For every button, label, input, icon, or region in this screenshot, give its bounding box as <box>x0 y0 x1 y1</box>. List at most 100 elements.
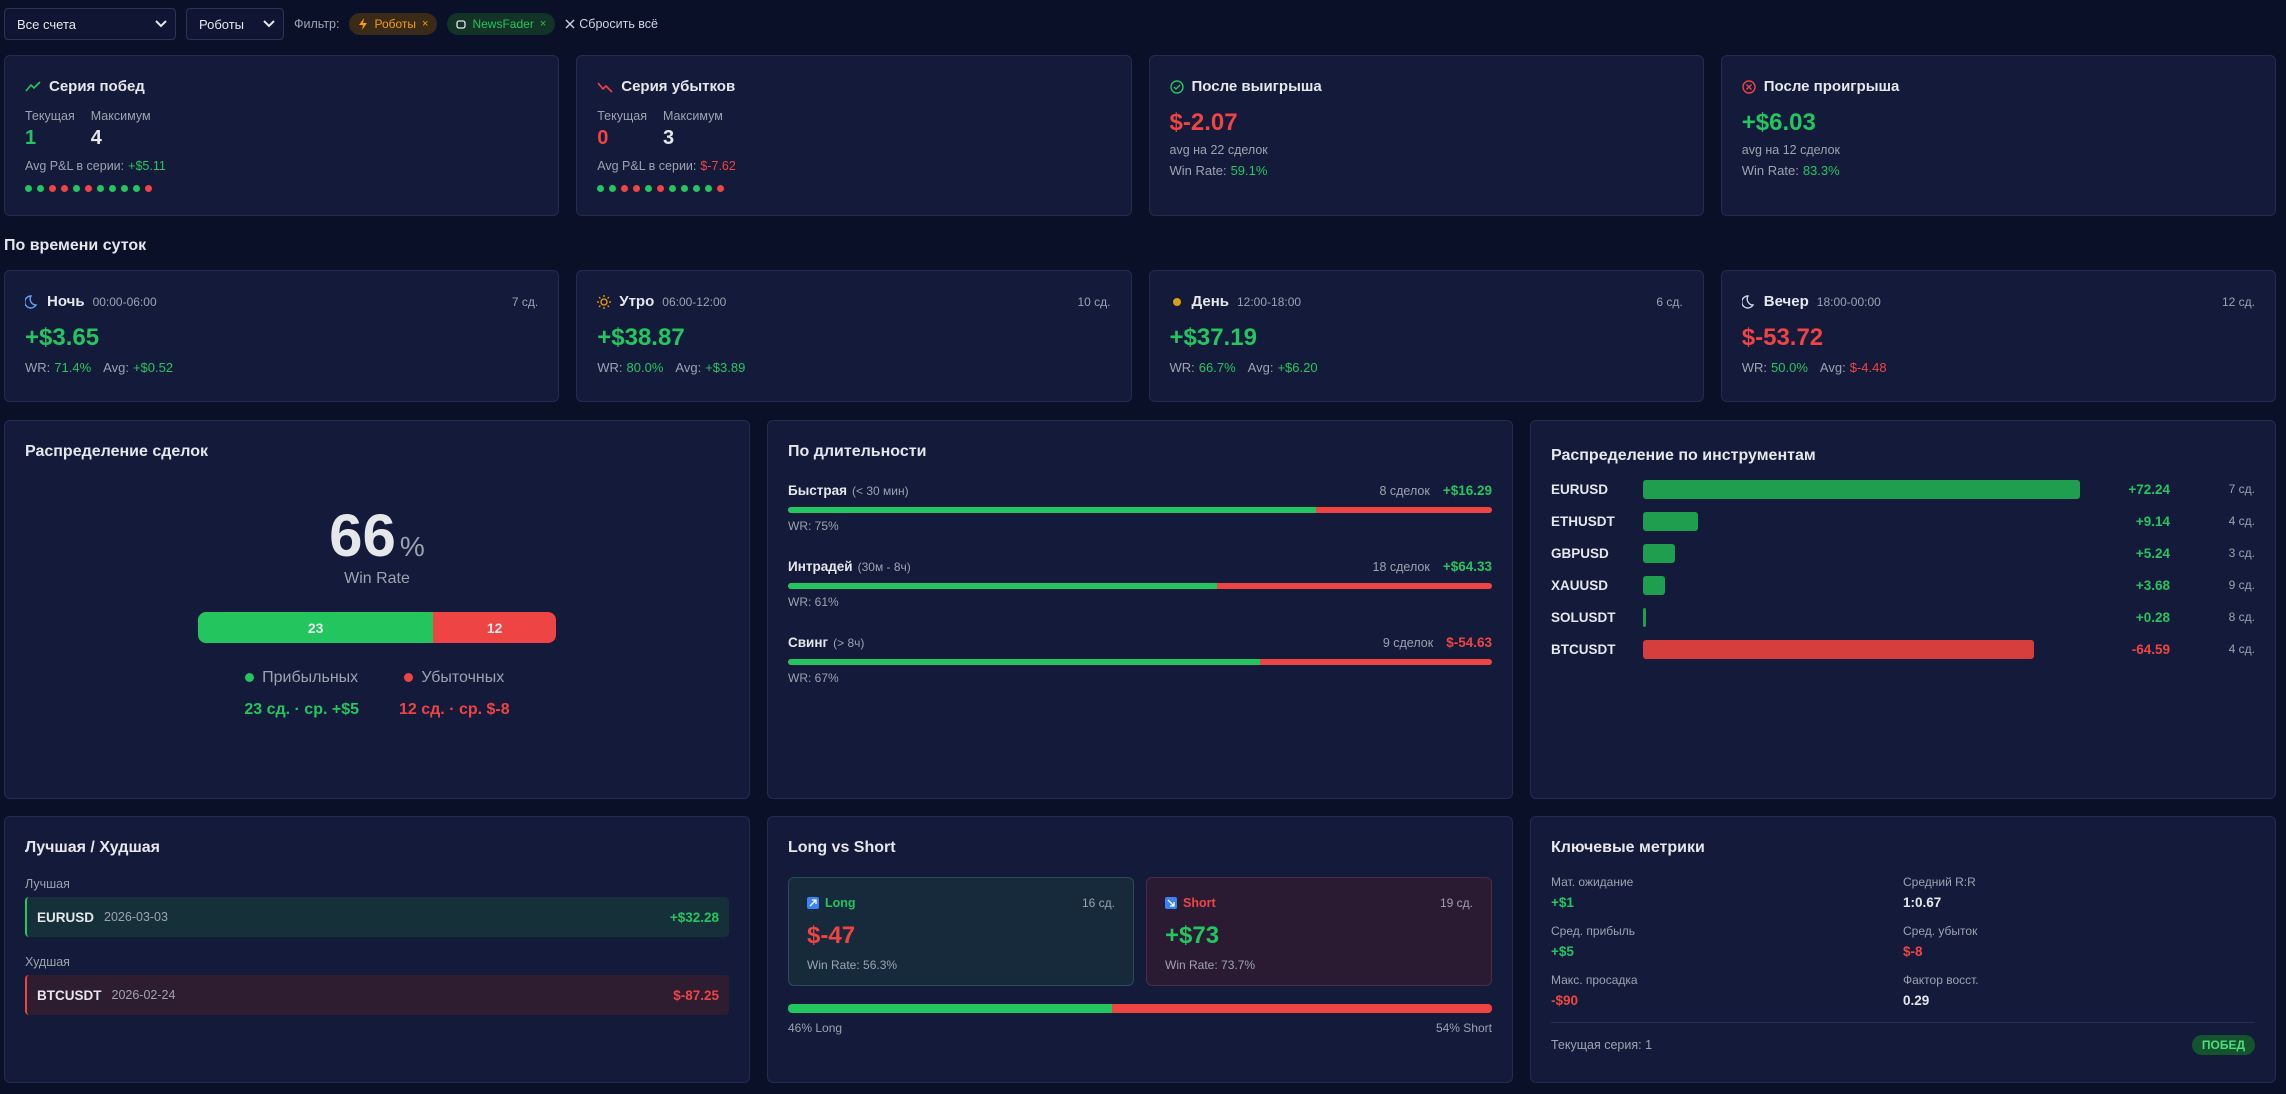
instrument-bar <box>1643 511 1699 531</box>
instrument-bar <box>1643 543 1675 563</box>
wr-label: WR: <box>1741 360 1768 375</box>
box-head: Long 16 сд. <box>807 896 1115 910</box>
chip-icon <box>358 18 368 30</box>
metric-value: 1:0.67 <box>1903 895 1942 910</box>
filter-chip[interactable]: NewsFader × <box>447 13 556 35</box>
duration-name: Свинг <box>788 635 829 650</box>
side-name: Short <box>1183 896 1216 910</box>
side-icon-part <box>1167 899 1175 907</box>
avg-label: Avg: <box>1819 360 1846 375</box>
trend-icon <box>597 81 613 93</box>
metric-value: +$1 <box>1551 895 1574 910</box>
duration-row: Быстрая (< 30 мин) 8 сделок +$16.29 WR: 75% <box>788 483 1492 533</box>
wr-label: WR: <box>1169 360 1195 375</box>
status-icon-part <box>1169 79 1184 94</box>
card-header: Ночь 00:00-06:00 7 сд. <box>25 293 538 310</box>
wr-value: 50.0% <box>1771 360 1808 375</box>
dot <box>133 185 140 192</box>
duration-count: 18 сделок <box>1372 560 1430 574</box>
trade-symbol: BTCUSDT <box>37 987 102 1003</box>
card-title: Ночь <box>47 293 85 310</box>
duration-wr: WR: 67% <box>788 671 839 685</box>
time-icon-part <box>1741 294 1754 309</box>
time-icon <box>25 294 39 309</box>
trade-date: 2026-02-24 <box>111 988 176 1002</box>
best-label: Лучшая <box>25 877 70 891</box>
dot <box>621 185 629 192</box>
card-title: По длительности <box>788 443 927 460</box>
instrument-count: 4 сд. <box>2228 514 2255 528</box>
side-icon <box>807 897 819 909</box>
time-icon-part <box>597 294 612 309</box>
avg-value: +$3.89 <box>705 360 746 375</box>
chip-icon-part <box>456 20 467 29</box>
box-head: Short 19 сд. <box>1165 896 1473 910</box>
streak-badge: ПОБЕД <box>2191 1035 2255 1055</box>
chevron-part <box>263 20 275 28</box>
dot <box>37 185 44 192</box>
side-icon <box>1165 897 1177 909</box>
duration-track <box>788 659 1492 665</box>
chip-remove[interactable]: × <box>539 18 547 30</box>
loss-segment: 12 <box>433 612 556 643</box>
wr-value: 83.3% <box>1802 163 1840 178</box>
instrument-pnl: +3.68 <box>2135 577 2170 593</box>
reset-filters[interactable]: Сбросить всё <box>565 17 658 31</box>
streak-avg: Avg P&L в серии: $-7.62 <box>597 159 1110 173</box>
instrument-row: XAUUSD +3.68 9 сд. <box>1551 569 2255 601</box>
instrument-track <box>1643 575 2080 595</box>
avg-value: +$0.52 <box>132 360 174 375</box>
instrument-pnl: +9.14 <box>2135 513 2170 529</box>
duration-count: 9 сделок <box>1382 636 1434 650</box>
instrument-count: 8 сд. <box>2228 610 2255 624</box>
duration-head: Интрадей (30м - 8ч) 18 сделок +$64.33 <box>788 559 1492 574</box>
instrument-count: 3 сд. <box>2228 546 2255 560</box>
type-select[interactable]: Роботы <box>186 8 284 40</box>
account-select[interactable]: Все счета <box>4 8 176 40</box>
status-icon-part <box>1173 84 1180 90</box>
stat: Максимум 4 <box>91 109 151 150</box>
streak-stats: Текущая 1 Максимум 4 <box>25 109 538 150</box>
metric: Макс. просадка -$90 <box>1551 973 1903 1008</box>
instrument-track <box>1643 479 2080 499</box>
avg-label: Avg P&L в серии: <box>25 159 125 173</box>
stat-value: 1 <box>25 127 37 149</box>
duration-range: (> 8ч) <box>833 636 865 650</box>
duration-wr-bar <box>788 659 1260 665</box>
avg-label: Avg: <box>103 360 129 375</box>
card-title: Серия побед <box>49 78 145 95</box>
legend-summary: 23 сд. · ср. +$5 <box>244 701 359 718</box>
filter-label: Фильтр: <box>294 17 340 31</box>
duration-wr: WR: 75% <box>788 519 839 533</box>
wr-value: 66.7% <box>1198 360 1236 375</box>
duration-track <box>788 507 1492 513</box>
status-icon <box>1742 79 1756 94</box>
duration-wr-bar <box>788 583 1218 589</box>
dot <box>657 185 665 192</box>
duration-track <box>788 583 1492 589</box>
time-stats: WR: 71.4% Avg: +$0.52 <box>25 360 538 375</box>
instrument-count: 4 сд. <box>2228 642 2255 656</box>
time-card: Ночь 00:00-06:00 7 сд. +$3.65 WR: 71.4% Avg: +$… <box>4 270 560 402</box>
ls-labels: 46% Long 54% Short <box>788 1021 1492 1035</box>
duration-range: (< 30 мин) <box>851 484 909 498</box>
time-pnl: +$37.19 <box>1169 324 1257 351</box>
side-count: 16 сд. <box>1081 896 1115 910</box>
filter-chip[interactable]: Роботы × <box>349 13 438 35</box>
instrument-count: 9 сд. <box>2228 578 2255 592</box>
instrument-track <box>1643 543 2080 563</box>
after-note: avg на 22 сделок <box>1169 143 1268 157</box>
chevron-part <box>263 20 275 28</box>
trend-icon-part <box>25 80 41 92</box>
summary-row: Серия побед Текущая 1 Максимум 4 Avg P&L в се… <box>4 55 2276 216</box>
short-segment <box>1111 1004 1492 1013</box>
duration-wr: WR: 61% <box>788 595 839 609</box>
win-rate: 66% <box>25 501 729 570</box>
reset-icon <box>565 19 575 29</box>
chip-text: Роботы <box>374 17 417 31</box>
section-title: По времени суток <box>4 237 147 254</box>
stat-value: 4 <box>90 127 102 149</box>
metrics-grid: Мат. ожидание +$1 Средний R:R 1:0.67 Сред. п… <box>1551 875 2255 1008</box>
dot <box>25 185 32 192</box>
chip-remove[interactable]: × <box>422 18 429 30</box>
